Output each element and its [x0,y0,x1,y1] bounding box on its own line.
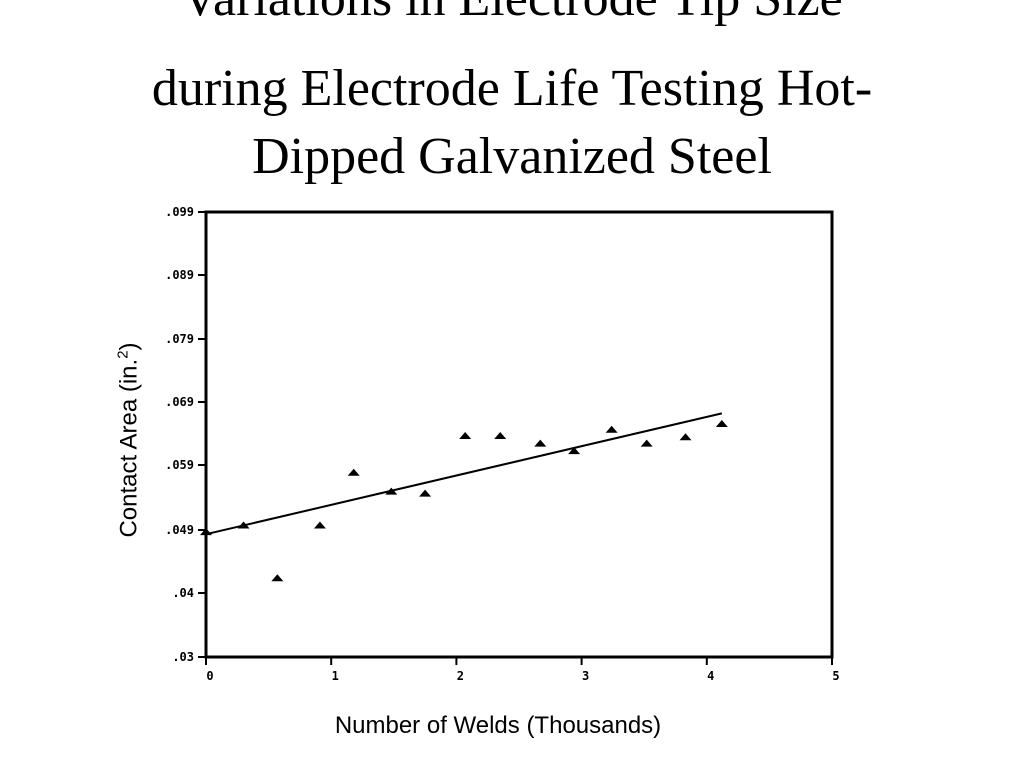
y-axis-label: Contact Area (in.2) [115,342,144,537]
data-point [715,420,728,428]
data-point [534,439,547,447]
plot-area-frame [204,210,834,659]
data-point [679,433,692,441]
y-tick-label: .059 [165,458,194,472]
y-axis-label-superscript: 2 [114,350,132,359]
y-tick-label: .049 [165,523,194,537]
y-tick-label: .089 [165,268,194,282]
x-tick-label: 0 [206,669,213,683]
data-point [568,447,581,455]
x-tick-label: 2 [457,669,464,683]
x-axis-ticks: 0 1 2 3 4 5 [205,657,840,683]
trend-line [205,412,723,536]
y-tick-label: .099 [165,205,194,219]
data-point [347,468,360,476]
x-tick-label: 1 [332,669,339,683]
y-tick-label: .04 [172,586,194,600]
y-tick-label: .03 [172,650,194,664]
x-tick-label: 4 [707,669,714,683]
y-axis-ticks: .03 .04 .049 .059 .069 .079 .089 .099 [165,205,206,664]
data-points [200,420,728,582]
chart-title-line-3: Dipped Galvanized Steel [252,128,772,185]
data-point [313,521,326,529]
y-axis-label-close: ) [115,342,143,351]
data-point [237,521,250,529]
data-point [271,574,284,582]
y-axis-label-text: Contact Area (in. [115,358,143,538]
chart-title-line-2: during Electrode Life Testing Hot- [151,60,873,117]
data-point [419,489,432,497]
data-point [640,439,653,447]
x-axis-label: Number of Welds (Thousands) [334,712,662,739]
y-tick-label: .079 [165,332,194,346]
data-point [494,432,507,440]
data-point [385,487,398,495]
x-tick-label: 3 [582,669,589,683]
data-point [200,528,212,536]
x-tick-label: 5 [832,669,839,683]
data-point [459,432,472,440]
y-tick-label: .069 [165,395,194,409]
chart-title-line-1: Variations in Electrode Tip Size [0,0,1024,25]
data-point [605,425,618,433]
